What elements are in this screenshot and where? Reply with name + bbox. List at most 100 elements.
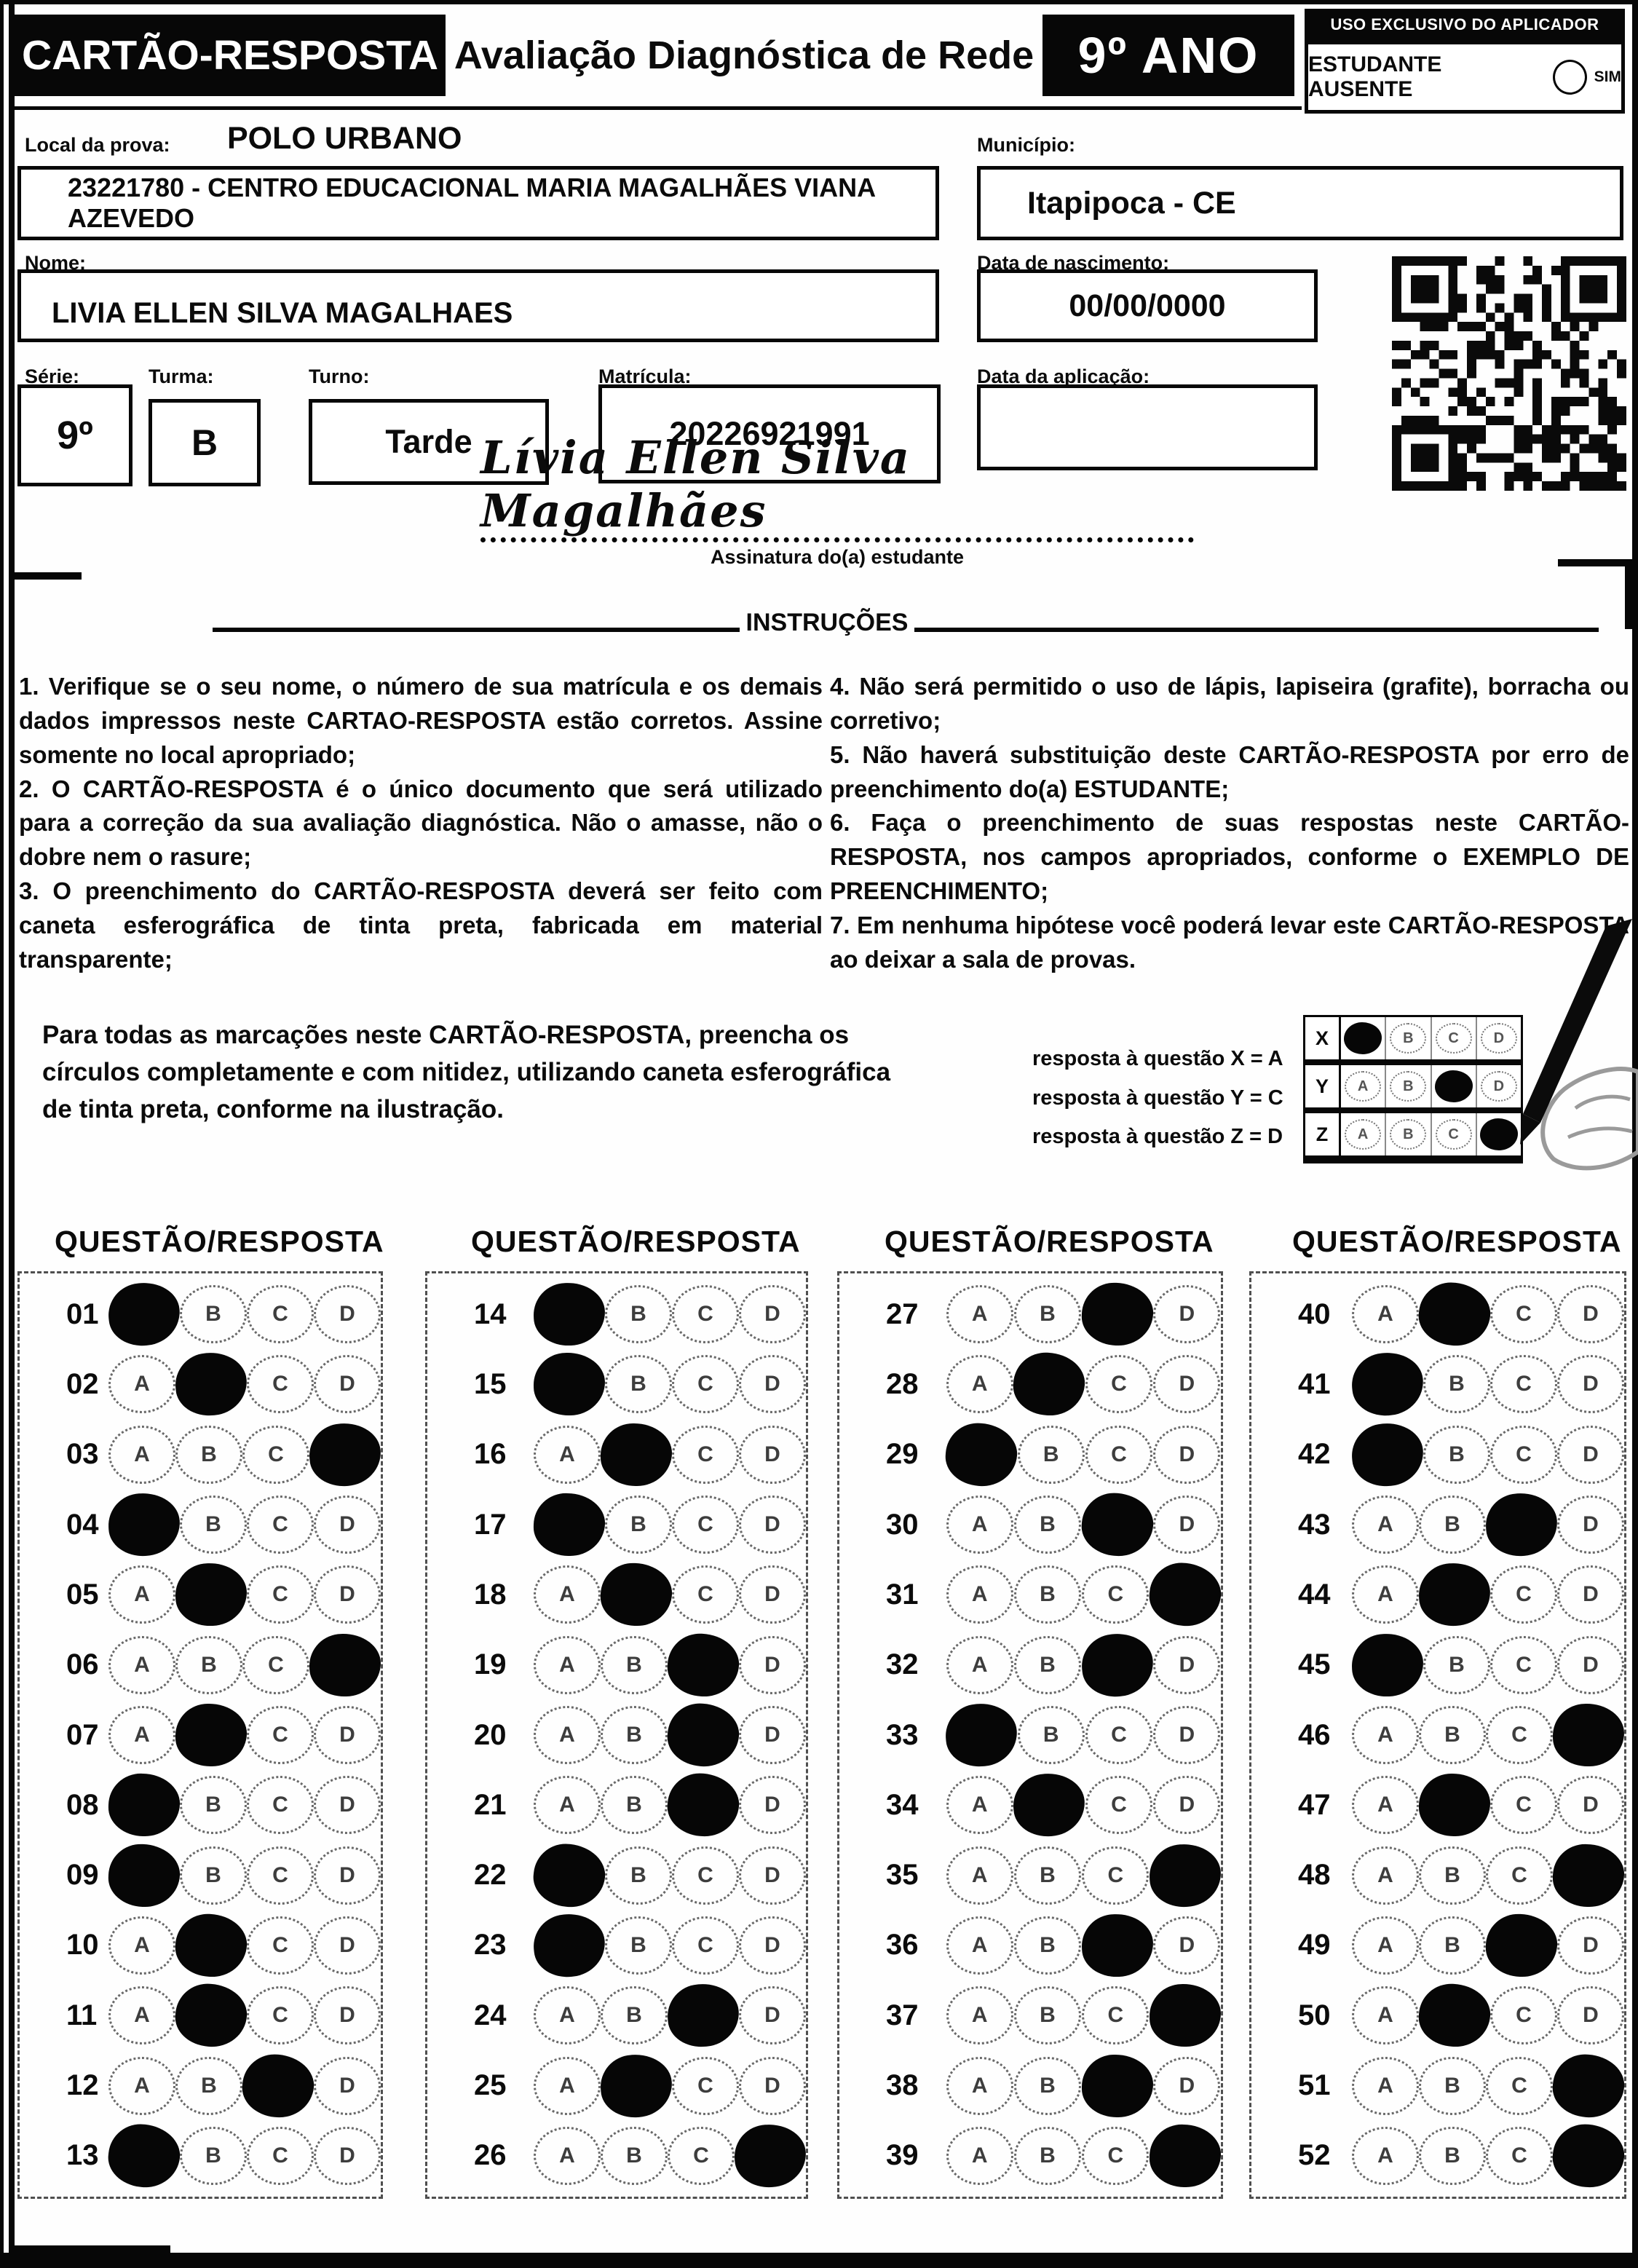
bubble-filled[interactable] [732, 2122, 808, 2189]
bubble-c[interactable]: C [1490, 1776, 1557, 1835]
bubble-d[interactable]: D [314, 2056, 381, 2115]
bubble-b[interactable]: B [180, 1285, 247, 1344]
bubble-b[interactable]: B [1013, 1916, 1081, 1975]
bubble-c[interactable]: C [1085, 1425, 1152, 1484]
bubble-d[interactable]: D [739, 1776, 806, 1835]
bubble-c[interactable]: C [1490, 1986, 1557, 2045]
bubble-d[interactable]: D [1557, 1285, 1624, 1344]
bubble-d[interactable]: D [739, 1285, 806, 1344]
bubble-c[interactable]: C [242, 1425, 309, 1484]
bubble-filled[interactable] [1348, 1349, 1427, 1420]
bubble-filled[interactable] [173, 1912, 249, 1979]
bubble-filled[interactable] [1551, 2052, 1626, 2119]
bubble-b[interactable]: B [601, 1986, 668, 2045]
bubble-d[interactable]: D [1557, 1776, 1624, 1835]
bubble-a[interactable]: A [108, 1635, 175, 1694]
bubble-d[interactable]: D [314, 1565, 381, 1624]
bubble-a[interactable]: A [108, 1706, 175, 1765]
bubble-d[interactable]: D [1153, 1495, 1221, 1554]
bubble-filled[interactable] [309, 1632, 381, 1697]
bubble-b[interactable]: B [1419, 1916, 1486, 1975]
bubble-c[interactable]: C [668, 2126, 735, 2185]
bubble-c[interactable]: C [1490, 1425, 1557, 1484]
bubble-filled[interactable] [599, 1562, 673, 1628]
bubble-b[interactable]: B [1419, 2126, 1486, 2185]
bubble-d[interactable]: D [1153, 1355, 1221, 1414]
bubble-filled[interactable] [105, 2121, 183, 2191]
bubble-b[interactable]: B [1390, 1119, 1427, 1150]
bubble-a[interactable]: A [1352, 1706, 1419, 1765]
bubble-filled[interactable] [665, 1771, 742, 1840]
bubble-a[interactable]: A [1352, 1565, 1419, 1624]
bubble-a[interactable]: A [1352, 1846, 1419, 1905]
bubble-a[interactable]: A [1352, 1495, 1419, 1554]
bubble-d[interactable]: D [1480, 1023, 1517, 1054]
bubble-c[interactable]: C [247, 1776, 314, 1835]
bubble-c[interactable]: C [1486, 1706, 1553, 1765]
bubble-a[interactable]: A [946, 1776, 1013, 1835]
bubble-b[interactable]: B [1013, 1495, 1081, 1554]
bubble-d[interactable]: D [739, 1916, 806, 1975]
bubble-a[interactable]: A [534, 1565, 601, 1624]
bubble-c[interactable]: C [247, 1495, 314, 1554]
bubble-d[interactable]: D [314, 1986, 381, 2045]
bubble-b[interactable]: B [1013, 1635, 1081, 1694]
bubble-b[interactable]: B [1013, 2126, 1081, 2185]
bubble-filled[interactable] [1149, 1983, 1222, 2048]
bubble-c[interactable]: C [247, 2126, 314, 2185]
bubble-a[interactable]: A [534, 2126, 601, 2185]
bubble-filled[interactable] [1419, 1774, 1490, 1837]
bubble-b[interactable]: B [180, 2126, 247, 2185]
bubble-a[interactable]: A [1352, 2126, 1419, 2185]
bubble-b[interactable]: B [1013, 1986, 1081, 2045]
bubble-d[interactable]: D [739, 1565, 806, 1624]
bubble-d[interactable]: D [1153, 1635, 1221, 1694]
bubble-d[interactable]: D [1153, 1916, 1221, 1975]
bubble-d[interactable]: D [739, 1355, 806, 1414]
bubble-d[interactable]: D [739, 1495, 806, 1554]
bubble-filled[interactable] [1552, 1843, 1625, 1908]
bubble-filled[interactable] [665, 1632, 741, 1699]
bubble-b[interactable]: B [1419, 1846, 1486, 1905]
bubble-b[interactable]: B [1017, 1706, 1085, 1765]
bubble-c[interactable]: C [672, 1916, 739, 1975]
bubble-filled[interactable] [175, 1704, 247, 1767]
bubble-b[interactable]: B [605, 1916, 672, 1975]
bubble-d[interactable]: D [739, 1425, 806, 1484]
bubble-b[interactable]: B [1423, 1635, 1490, 1694]
bubble-filled[interactable] [1484, 1913, 1559, 1978]
bubble-c[interactable]: C [1490, 1285, 1557, 1344]
bubble-b[interactable]: B [1017, 1425, 1085, 1484]
bubble-b[interactable]: B [180, 1776, 247, 1835]
bubble-b[interactable]: B [1390, 1023, 1427, 1054]
bubble-filled[interactable] [240, 2051, 317, 2120]
bubble-filled[interactable] [532, 1281, 606, 1347]
bubble-c[interactable]: C [1085, 1355, 1152, 1414]
bubble-filled[interactable] [943, 1421, 1019, 1489]
bubble-a[interactable]: A [108, 1986, 175, 2045]
bubble-a[interactable]: A [946, 2056, 1013, 2115]
bubble-d[interactable]: D [314, 1916, 381, 1975]
bubble-a[interactable]: A [946, 1495, 1013, 1554]
bubble-c[interactable]: C [1486, 1846, 1553, 1905]
bubble-filled[interactable] [530, 1911, 609, 1980]
bubble-filled[interactable] [1011, 1771, 1088, 1839]
bubble-a[interactable]: A [534, 1776, 601, 1835]
bubble-a[interactable]: A [534, 1635, 601, 1694]
bubble-a[interactable]: A [946, 1355, 1013, 1414]
bubble-b[interactable]: B [605, 1495, 672, 1554]
bubble-b[interactable]: B [1013, 1846, 1081, 1905]
bubble-a[interactable]: A [534, 1425, 601, 1484]
bubble-filled[interactable] [1012, 1351, 1087, 1418]
bubble-c[interactable]: C [1486, 2056, 1553, 2115]
bubble-d[interactable]: D [314, 1355, 381, 1414]
bubble-a[interactable]: A [108, 1425, 175, 1484]
bubble-c[interactable]: C [672, 1355, 739, 1414]
bubble-b[interactable]: B [1013, 2056, 1081, 2115]
bubble-d[interactable]: D [1557, 1916, 1624, 1975]
bubble-filled[interactable] [307, 1421, 383, 1489]
bubble-a[interactable]: A [946, 1846, 1013, 1905]
bubble-filled[interactable] [1417, 1982, 1492, 2049]
bubble-c[interactable]: C [1490, 1635, 1557, 1694]
bubble-a[interactable]: A [108, 1355, 175, 1414]
